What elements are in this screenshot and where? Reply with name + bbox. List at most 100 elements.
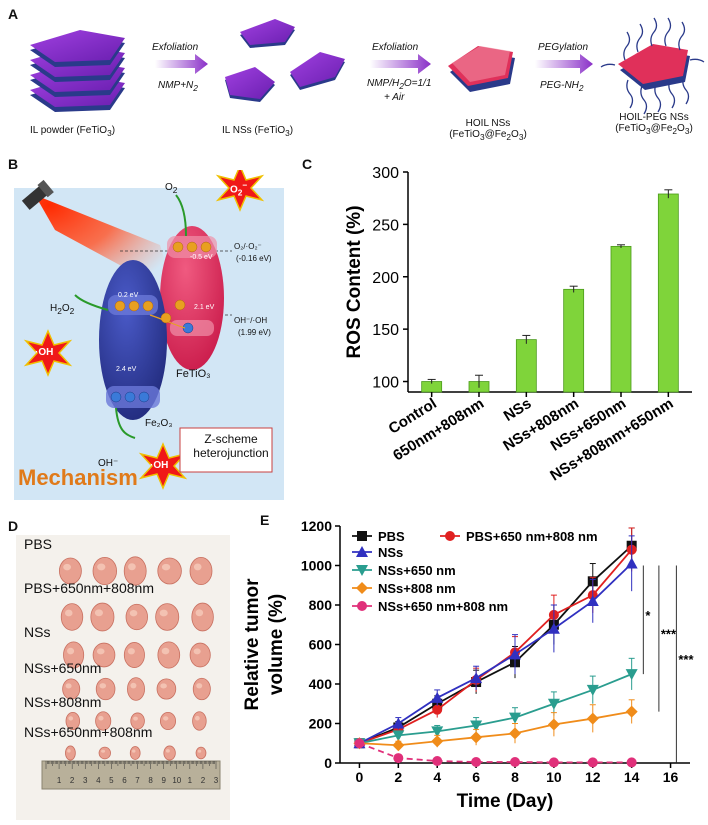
tumor-highlight: [128, 563, 136, 571]
x-tick-label-5: 10: [546, 769, 562, 785]
sig-label-2: ***: [678, 652, 694, 667]
mechanism-title: Mechanism: [18, 465, 138, 490]
panel-c-label: C: [302, 156, 313, 172]
fetio3-label: FeTiO₃: [176, 368, 211, 380]
tumor-r0-c3: [157, 557, 182, 585]
y-axis-label-line1: Relative tumor: [242, 578, 263, 711]
series-line-3: [359, 673, 633, 745]
legend-label-0: PBS: [378, 529, 405, 544]
group-label-4: NSs+808nm: [24, 694, 102, 710]
legend-marker-4: [356, 582, 368, 594]
legend-label-4: NSs+808 nm: [378, 581, 456, 596]
bar-3: [563, 288, 585, 393]
series-5-point-4: [510, 757, 520, 768]
group-label-5: NSs+650nm+808nm: [24, 724, 153, 740]
tumor-highlight: [165, 749, 170, 753]
tumor-highlight: [63, 563, 71, 571]
group-label-0: PBS: [24, 536, 53, 552]
series-line-2: [359, 562, 633, 745]
y-tick-label-3: 250: [372, 217, 399, 234]
tumor-highlight: [97, 563, 106, 571]
ev-21-label: 2.1 eV: [194, 304, 215, 311]
legend-marker-2: [356, 546, 368, 557]
tumor-r1-c3: [155, 603, 180, 631]
hoil-peg-ns: [600, 17, 705, 115]
x-tick-label-2: NSs: [501, 395, 535, 425]
y-tick-label-1: 150: [372, 322, 399, 339]
panel-a-schematic: [30, 17, 705, 115]
tumor-r1-c1: [90, 602, 115, 632]
y-tick-label-2: 200: [372, 270, 399, 287]
ev-24-label: 2.4 eV: [116, 366, 137, 373]
y-tick-label-1: 200: [309, 716, 333, 732]
group-label-1: PBS+650nm+808nm: [24, 580, 154, 596]
legend-marker-1: [445, 531, 455, 541]
series-line-4: [359, 710, 632, 747]
ruler-label-11: 2: [201, 776, 206, 785]
y-tick-label-4: 800: [309, 597, 333, 613]
x-tick-label-8: 16: [663, 769, 679, 785]
starburst-o2: [215, 170, 265, 212]
group-label-3: NSs+650nm: [24, 660, 102, 676]
redox2-value: (1.99 eV): [238, 328, 271, 337]
x-tick-label-7: 14: [624, 769, 640, 785]
tumor-highlight: [196, 683, 203, 689]
tumor-highlight: [195, 609, 204, 617]
tumor-highlight: [127, 648, 135, 655]
tumor-highlight: [67, 749, 71, 753]
series-5-point-2: [432, 756, 443, 767]
item-il-nss: IL NSs (FeTiO3): [222, 125, 294, 138]
series-3-point-4: [509, 712, 521, 724]
series-3-point-5: [547, 698, 560, 710]
redox2-label: OH⁻/·OH: [234, 316, 268, 325]
tumor-photo: 1 2 3 4 5 6 7 8 9 10 1 2 3: [16, 535, 230, 820]
o2-radical-label: O2−: [230, 180, 248, 198]
y-tick-label-0: 100: [372, 375, 399, 392]
series-3-point-1: [392, 730, 405, 742]
series-5-point-3: [471, 757, 482, 768]
tumor-highlight: [130, 682, 137, 689]
tumor-highlight: [193, 648, 201, 655]
hoil-ns: [448, 46, 515, 92]
x-tick-label-4: 8: [511, 769, 519, 785]
ruler-label-7: 8: [148, 776, 153, 785]
y-axis-label: ROS Content (%): [344, 205, 365, 358]
tumor-highlight: [67, 647, 75, 655]
zscheme-text: Z-scheme heterojunction: [193, 432, 269, 460]
tumor-highlight: [101, 749, 106, 753]
tumor-r2-c4: [189, 642, 211, 668]
ruler-label-5: 6: [122, 776, 127, 785]
flashlight-icon: [21, 179, 54, 210]
legend-marker-3: [356, 565, 368, 576]
tumor-r5-c0: [65, 745, 76, 761]
step2-bottom: NMP/H2O=1/1: [367, 78, 432, 91]
tumor-r1-c0: [60, 603, 84, 631]
redox1-label: O₂/·O₂⁻: [234, 242, 262, 251]
legend-marker-0: [357, 531, 367, 541]
y-tick-label-5: 1000: [301, 558, 332, 574]
step2-bottom2: + Air: [384, 92, 405, 103]
tumor-r5-c2: [129, 746, 141, 760]
legend-label-5: NSs+650 nm+808 nm: [378, 599, 508, 614]
series-4-point-6: [586, 712, 599, 725]
item-il-powder: IL powder (FeTiO3): [30, 125, 116, 138]
panel-d-label: D: [8, 518, 19, 534]
tumor-highlight: [98, 715, 104, 721]
ruler-label-3: 4: [96, 776, 101, 785]
series-4-point-5: [547, 718, 560, 731]
ruler-label-8: 9: [161, 776, 166, 785]
tumor-r3-c3: [156, 678, 177, 700]
group-label-2: NSs: [24, 624, 51, 640]
oh-radical2-label: ·OH: [150, 460, 169, 471]
panel-b-mechanism: [14, 170, 284, 500]
tumor-highlight: [64, 609, 73, 617]
series-4-point-4: [509, 727, 521, 740]
step3-top: PEGylation: [538, 42, 589, 53]
ruler-label-6: 7: [135, 776, 140, 785]
step1-top: Exfoliation: [152, 42, 199, 53]
tumor-r5-c4: [195, 746, 207, 760]
tumor-r1-c4: [191, 602, 214, 632]
bar-4: [610, 245, 632, 393]
step1-bottom: NMP+N2: [158, 80, 198, 93]
x-axis-label: Time (Day): [457, 791, 554, 812]
